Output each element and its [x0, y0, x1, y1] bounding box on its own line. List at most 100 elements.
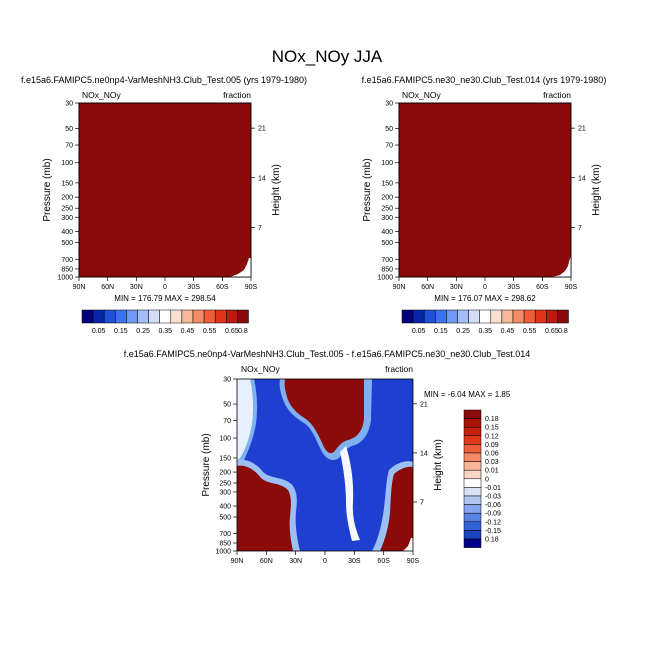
colorbar-box	[126, 309, 138, 324]
panel-1-surface-mask	[205, 258, 251, 277]
colorbar-box	[237, 309, 249, 324]
x-tick-label: 0	[323, 558, 327, 565]
panel-1-title: f.e15a6.FAMIPC5.ne0np4-VarMeshNH3.Club_T…	[21, 75, 307, 85]
y-tick-label: 30	[65, 101, 73, 108]
y-tick-label: 100	[61, 160, 73, 167]
y-tick-label: 1000	[377, 275, 393, 282]
y-tick-label: 850	[219, 541, 231, 548]
y-tick-label: 200	[381, 195, 393, 202]
colorbar-label: 0.55	[523, 328, 537, 335]
panel-2-field	[398, 102, 572, 278]
right-tick-label: 7	[578, 225, 582, 232]
panel-1-units-label: fraction	[223, 90, 251, 100]
colorbar-label: 0.8	[558, 328, 568, 335]
diff-tropical-column	[340, 446, 360, 541]
diff-blob-upper	[284, 379, 364, 454]
panel-2-right-ticks: 21 14 7	[571, 126, 586, 232]
y-tick-label: 500	[381, 240, 393, 247]
colorbar-box	[463, 444, 482, 454]
panel-2-ylabel: Pressure (mb)	[362, 158, 373, 221]
x-tick-label: 30S	[348, 558, 361, 565]
colorbar-label: 0.01	[485, 468, 499, 475]
colorbar-box	[557, 309, 569, 324]
y-tick-label: 700	[61, 257, 73, 264]
panel-1-ylabel-right: Height (km)	[271, 164, 282, 216]
panel-2-ylabel-right: Height (km)	[591, 164, 602, 216]
colorbar-box	[463, 426, 482, 437]
colorbar-box	[401, 309, 414, 324]
colorbar-box	[463, 409, 482, 419]
panel-1-stats: MIN = 176.79 MAX = 298.54	[114, 294, 216, 303]
y-tick-label: 150	[219, 455, 231, 462]
colorbar-box	[137, 309, 149, 324]
y-tick-label: 300	[219, 489, 231, 496]
panel-1-colorbar: 0.05 0.15 0.25 0.35 0.45 0.55 0.65 0.8	[81, 309, 249, 335]
colorbar-label: -0.01	[485, 485, 501, 492]
right-tick-label: 21	[258, 126, 266, 133]
colorbar-box	[435, 309, 447, 324]
y-tick-label: 50	[385, 126, 393, 133]
y-tick-label: 500	[219, 515, 231, 522]
panel-2-title: f.e15a6.FAMIPC5.ne30_ne30.Club_Test.014 …	[362, 75, 607, 85]
y-tick-label: 300	[381, 215, 393, 222]
colorbar-box	[457, 309, 469, 324]
colorbar-box	[170, 309, 183, 324]
panel-3-ylabel: Pressure (mb)	[201, 433, 212, 496]
colorbar-label: 0.12	[485, 433, 499, 440]
y-tick-label: 300	[61, 215, 73, 222]
x-tick-label: 90N	[73, 284, 86, 291]
x-tick-label: 30S	[187, 284, 200, 291]
panel-1-ylabel: Pressure (mb)	[42, 158, 53, 221]
colorbar-label: 0.15	[434, 328, 448, 335]
x-tick-label: 30N	[289, 558, 302, 565]
x-tick-label: 30N	[130, 284, 143, 291]
y-tick-label: 400	[219, 504, 231, 511]
figure-title: NOx_NOy JJA	[272, 47, 383, 66]
panel-3: f.e15a6.FAMIPC5.ne0np4-VarMeshNH3.Club_T…	[124, 349, 531, 565]
right-tick-label: 21	[578, 126, 586, 133]
colorbar-box	[214, 309, 227, 324]
panel-3-field	[237, 379, 413, 551]
colorbar-box	[463, 435, 482, 445]
panel-3-x-ticks: 90N 60N 30N 0 30S 60S 90S	[231, 551, 420, 565]
x-tick-label: 60S	[536, 284, 549, 291]
y-tick-label: 150	[381, 180, 393, 187]
colorbar-box	[463, 418, 482, 428]
colorbar-box	[463, 512, 482, 523]
y-tick-label: 700	[381, 257, 393, 264]
panel-2-surface-mask	[538, 258, 571, 277]
colorbar-label: -0.03	[485, 494, 501, 501]
colorbar-label: 0.35	[158, 328, 172, 335]
colorbar-box	[115, 309, 127, 324]
x-tick-label: 30S	[507, 284, 520, 291]
y-tick-label: 400	[381, 229, 393, 236]
x-tick-label: 90N	[393, 284, 406, 291]
colorbar-label: -0.12	[485, 519, 501, 526]
y-tick-label: 50	[223, 402, 231, 409]
panel-1-y-ticks: 30 50 70 100 150 200 250 300 400 500 700 850 1000	[57, 101, 79, 282]
panel-3-variable-label: NOx_NOy	[241, 364, 280, 374]
y-tick-label: 200	[219, 470, 231, 477]
panel-3-colorbar: 0.180.150.120.090.060.030.010-0.01-0.03-…	[463, 409, 501, 548]
colorbar-box	[490, 309, 503, 324]
colorbar-label: 0.09	[485, 442, 499, 449]
colorbar-label: 0.55	[203, 328, 217, 335]
colorbar-label: 0.05	[412, 328, 426, 335]
panel-2-stats: MIN = 176.07 MAX = 298.62	[434, 294, 536, 303]
colorbar-box	[92, 309, 105, 324]
x-tick-label: 0	[163, 284, 167, 291]
diff-surface-mask	[394, 538, 413, 551]
colorbar-box	[534, 309, 547, 324]
colorbar-box	[463, 495, 482, 505]
x-tick-label: 60S	[216, 284, 229, 291]
colorbar-box	[463, 521, 482, 531]
colorbar-box	[463, 461, 482, 471]
diff-lobe-nh	[237, 379, 254, 460]
y-tick-label: 400	[61, 229, 73, 236]
colorbar-label: 0.35	[478, 328, 492, 335]
colorbar-label: 0.18	[485, 416, 499, 423]
y-tick-label: 100	[381, 160, 393, 167]
y-tick-label: 850	[381, 266, 393, 273]
colorbar-box	[81, 309, 94, 324]
